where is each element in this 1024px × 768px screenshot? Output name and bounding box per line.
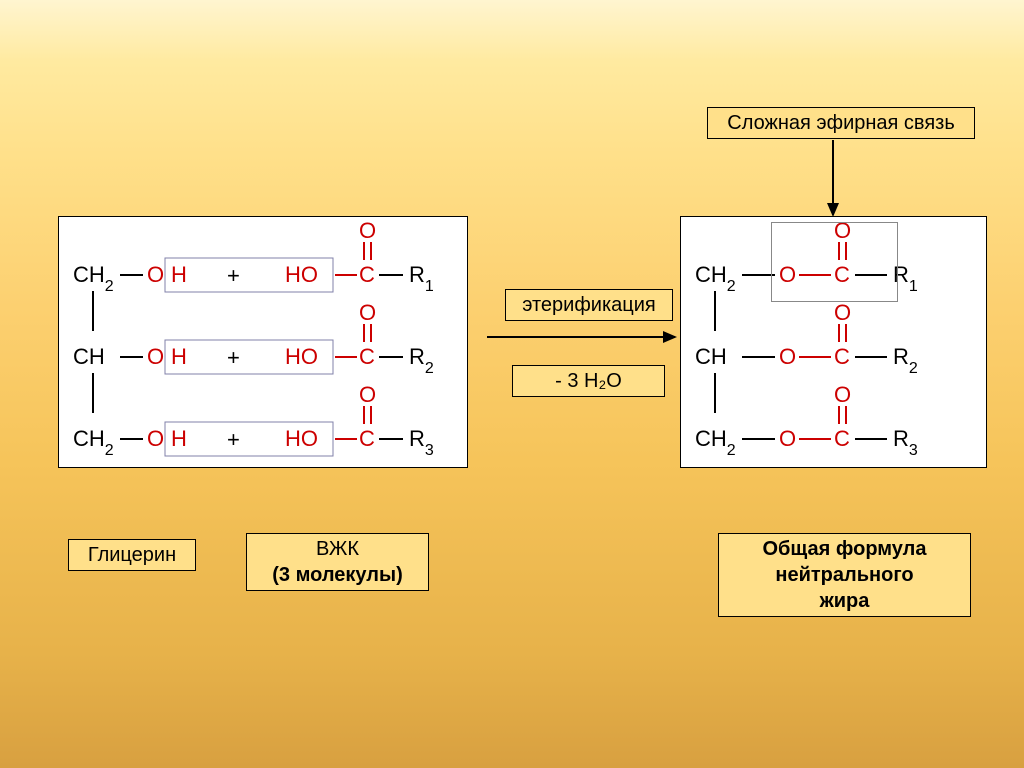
- label-glycerol-text: Глицерин: [88, 544, 176, 566]
- svg-text:O: O: [359, 300, 376, 325]
- svg-text:C: C: [359, 262, 375, 287]
- label-product-line1: Общая формула: [762, 538, 926, 560]
- arrow-ester-bond: [832, 140, 834, 215]
- label-water-loss-text: - 3 H₂O: [555, 370, 622, 392]
- ester-bond-highlight: [771, 222, 898, 302]
- svg-text:H: H: [171, 426, 187, 451]
- svg-text:+: +: [227, 345, 240, 370]
- label-ester-bond-text: Сложная эфирная связь: [727, 112, 955, 134]
- svg-text:CH2: CH2: [695, 262, 736, 295]
- svg-text:CH: CH: [73, 344, 105, 369]
- svg-text:C: C: [359, 426, 375, 451]
- svg-text:O: O: [147, 426, 164, 451]
- svg-text:R1: R1: [409, 262, 434, 295]
- svg-text:O: O: [779, 426, 796, 451]
- arrow-reaction: [487, 336, 675, 338]
- svg-text:HO: HO: [285, 426, 318, 451]
- svg-text:HO: HO: [285, 262, 318, 287]
- svg-text:+: +: [227, 427, 240, 452]
- svg-text:O: O: [359, 382, 376, 407]
- label-product-line2: нейтрального: [775, 564, 913, 586]
- product-panel: CH2OCOR1CHOCOR2CH2OCOR3: [680, 216, 987, 468]
- svg-text:O: O: [147, 344, 164, 369]
- label-vzk: ВЖК (3 молекулы): [246, 533, 429, 591]
- svg-text:R3: R3: [409, 426, 434, 459]
- label-etherification-text: этерификация: [522, 294, 656, 316]
- svg-text:+: +: [227, 263, 240, 288]
- svg-text:H: H: [171, 344, 187, 369]
- label-vzk-line2: (3 молекулы): [272, 564, 402, 586]
- reactants-panel: CH2OH+HOCOR1CHOH+HOCOR2CH2OH+HOCOR3: [58, 216, 468, 468]
- label-product: Общая формула нейтрального жира: [718, 533, 971, 617]
- svg-text:O: O: [779, 344, 796, 369]
- label-product-line3: жира: [820, 590, 870, 612]
- svg-text:CH2: CH2: [73, 262, 114, 295]
- svg-text:C: C: [834, 426, 850, 451]
- svg-text:R2: R2: [409, 344, 434, 377]
- svg-text:O: O: [359, 218, 376, 243]
- svg-text:HO: HO: [285, 344, 318, 369]
- svg-text:CH: CH: [695, 344, 727, 369]
- svg-text:C: C: [834, 344, 850, 369]
- svg-text:CH2: CH2: [695, 426, 736, 459]
- label-glycerol: Глицерин: [68, 539, 196, 571]
- label-vzk-line1: ВЖК: [316, 538, 359, 560]
- svg-text:CH2: CH2: [73, 426, 114, 459]
- label-water-loss: - 3 H₂O: [512, 365, 665, 397]
- svg-text:H: H: [171, 262, 187, 287]
- reactants-svg: CH2OH+HOCOR1CHOH+HOCOR2CH2OH+HOCOR3: [59, 217, 467, 467]
- label-ester-bond: Сложная эфирная связь: [707, 107, 975, 139]
- svg-text:R3: R3: [893, 426, 918, 459]
- svg-text:O: O: [834, 300, 851, 325]
- svg-text:C: C: [359, 344, 375, 369]
- svg-text:O: O: [147, 262, 164, 287]
- slide-canvas: Сложная эфирная связь CH2OH+HOCOR1CHOH+H…: [0, 0, 1024, 768]
- label-etherification: этерификация: [505, 289, 673, 321]
- svg-text:R2: R2: [893, 344, 918, 377]
- svg-text:O: O: [834, 382, 851, 407]
